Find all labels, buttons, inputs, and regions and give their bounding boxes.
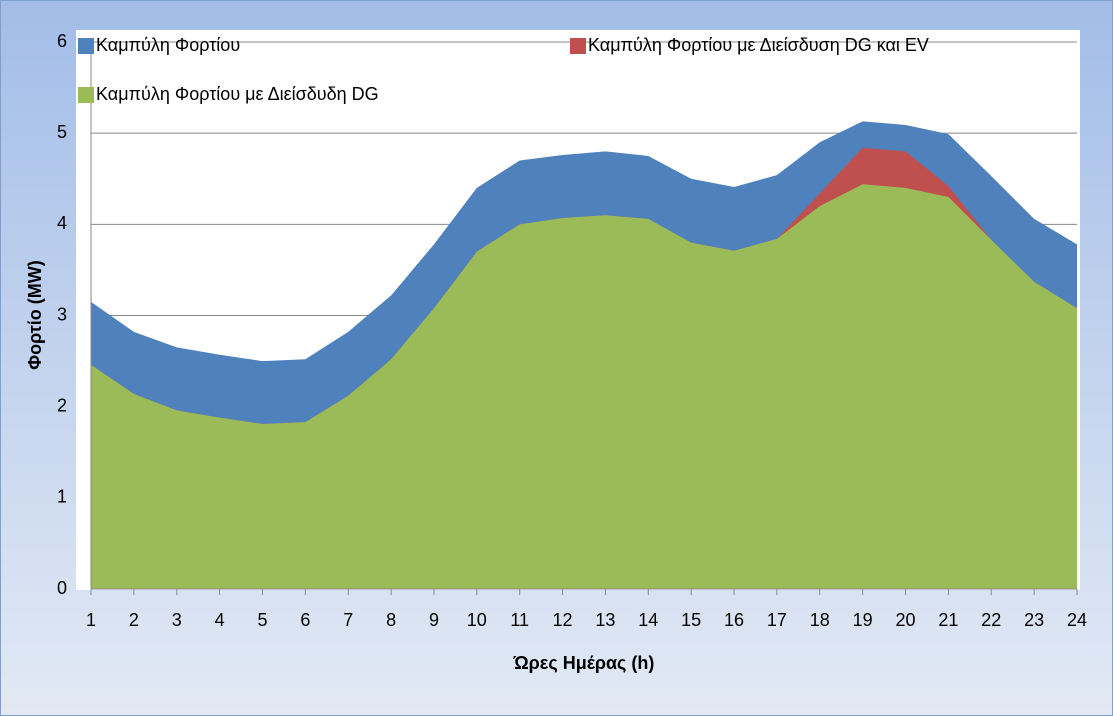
x-tick-label: 8 xyxy=(386,610,396,630)
x-tick-label: 21 xyxy=(938,610,958,630)
legend-label: Καμπύλη Φορτίου xyxy=(96,35,240,55)
y-tick-label: 4 xyxy=(57,213,67,233)
x-tick-label: 15 xyxy=(681,610,701,630)
legend-swatch xyxy=(78,38,94,54)
x-tick-label: 3 xyxy=(172,610,182,630)
legend-swatch xyxy=(78,87,94,103)
x-tick-label: 14 xyxy=(638,610,658,630)
x-tick-label: 5 xyxy=(257,610,267,630)
area xyxy=(91,184,1077,589)
x-tick-label: 6 xyxy=(300,610,310,630)
x-tick-label: 20 xyxy=(896,610,916,630)
y-tick-label: 6 xyxy=(57,31,67,51)
x-tick-label: 16 xyxy=(724,610,744,630)
x-tick-label: 17 xyxy=(767,610,787,630)
x-tick-label: 12 xyxy=(553,610,573,630)
x-tick-label: 1 xyxy=(86,610,96,630)
legend-label: Καμπύλη Φορτίου με Διείσδυδη DG xyxy=(96,84,379,104)
x-tick-label: 18 xyxy=(810,610,830,630)
x-tick-label: 24 xyxy=(1067,610,1087,630)
y-axis-title: Φορτίο (MW) xyxy=(25,260,45,369)
x-tick-label: 4 xyxy=(215,610,225,630)
x-tick-label: 19 xyxy=(853,610,873,630)
x-tick-label: 7 xyxy=(343,610,353,630)
x-tick-label: 2 xyxy=(129,610,139,630)
y-tick-label: 0 xyxy=(57,578,67,598)
x-tick-label: 11 xyxy=(510,610,529,630)
y-tick-label: 2 xyxy=(57,395,67,415)
y-tick-label: 5 xyxy=(57,122,67,142)
legend-swatch xyxy=(570,38,586,54)
x-tick-label: 10 xyxy=(467,610,487,630)
y-tick-label: 3 xyxy=(57,304,67,324)
legend-label: Καμπύλη Φορτίου με Διείσδυση DG και EV xyxy=(588,35,929,55)
x-tick-label: 23 xyxy=(1024,610,1044,630)
x-tick-label: 22 xyxy=(981,610,1001,630)
x-tick-label: 9 xyxy=(429,610,439,630)
x-axis-title: Ώρες Ημέρας (h) xyxy=(513,653,655,673)
x-tick-label: 13 xyxy=(595,610,615,630)
y-tick-label: 1 xyxy=(57,487,67,507)
